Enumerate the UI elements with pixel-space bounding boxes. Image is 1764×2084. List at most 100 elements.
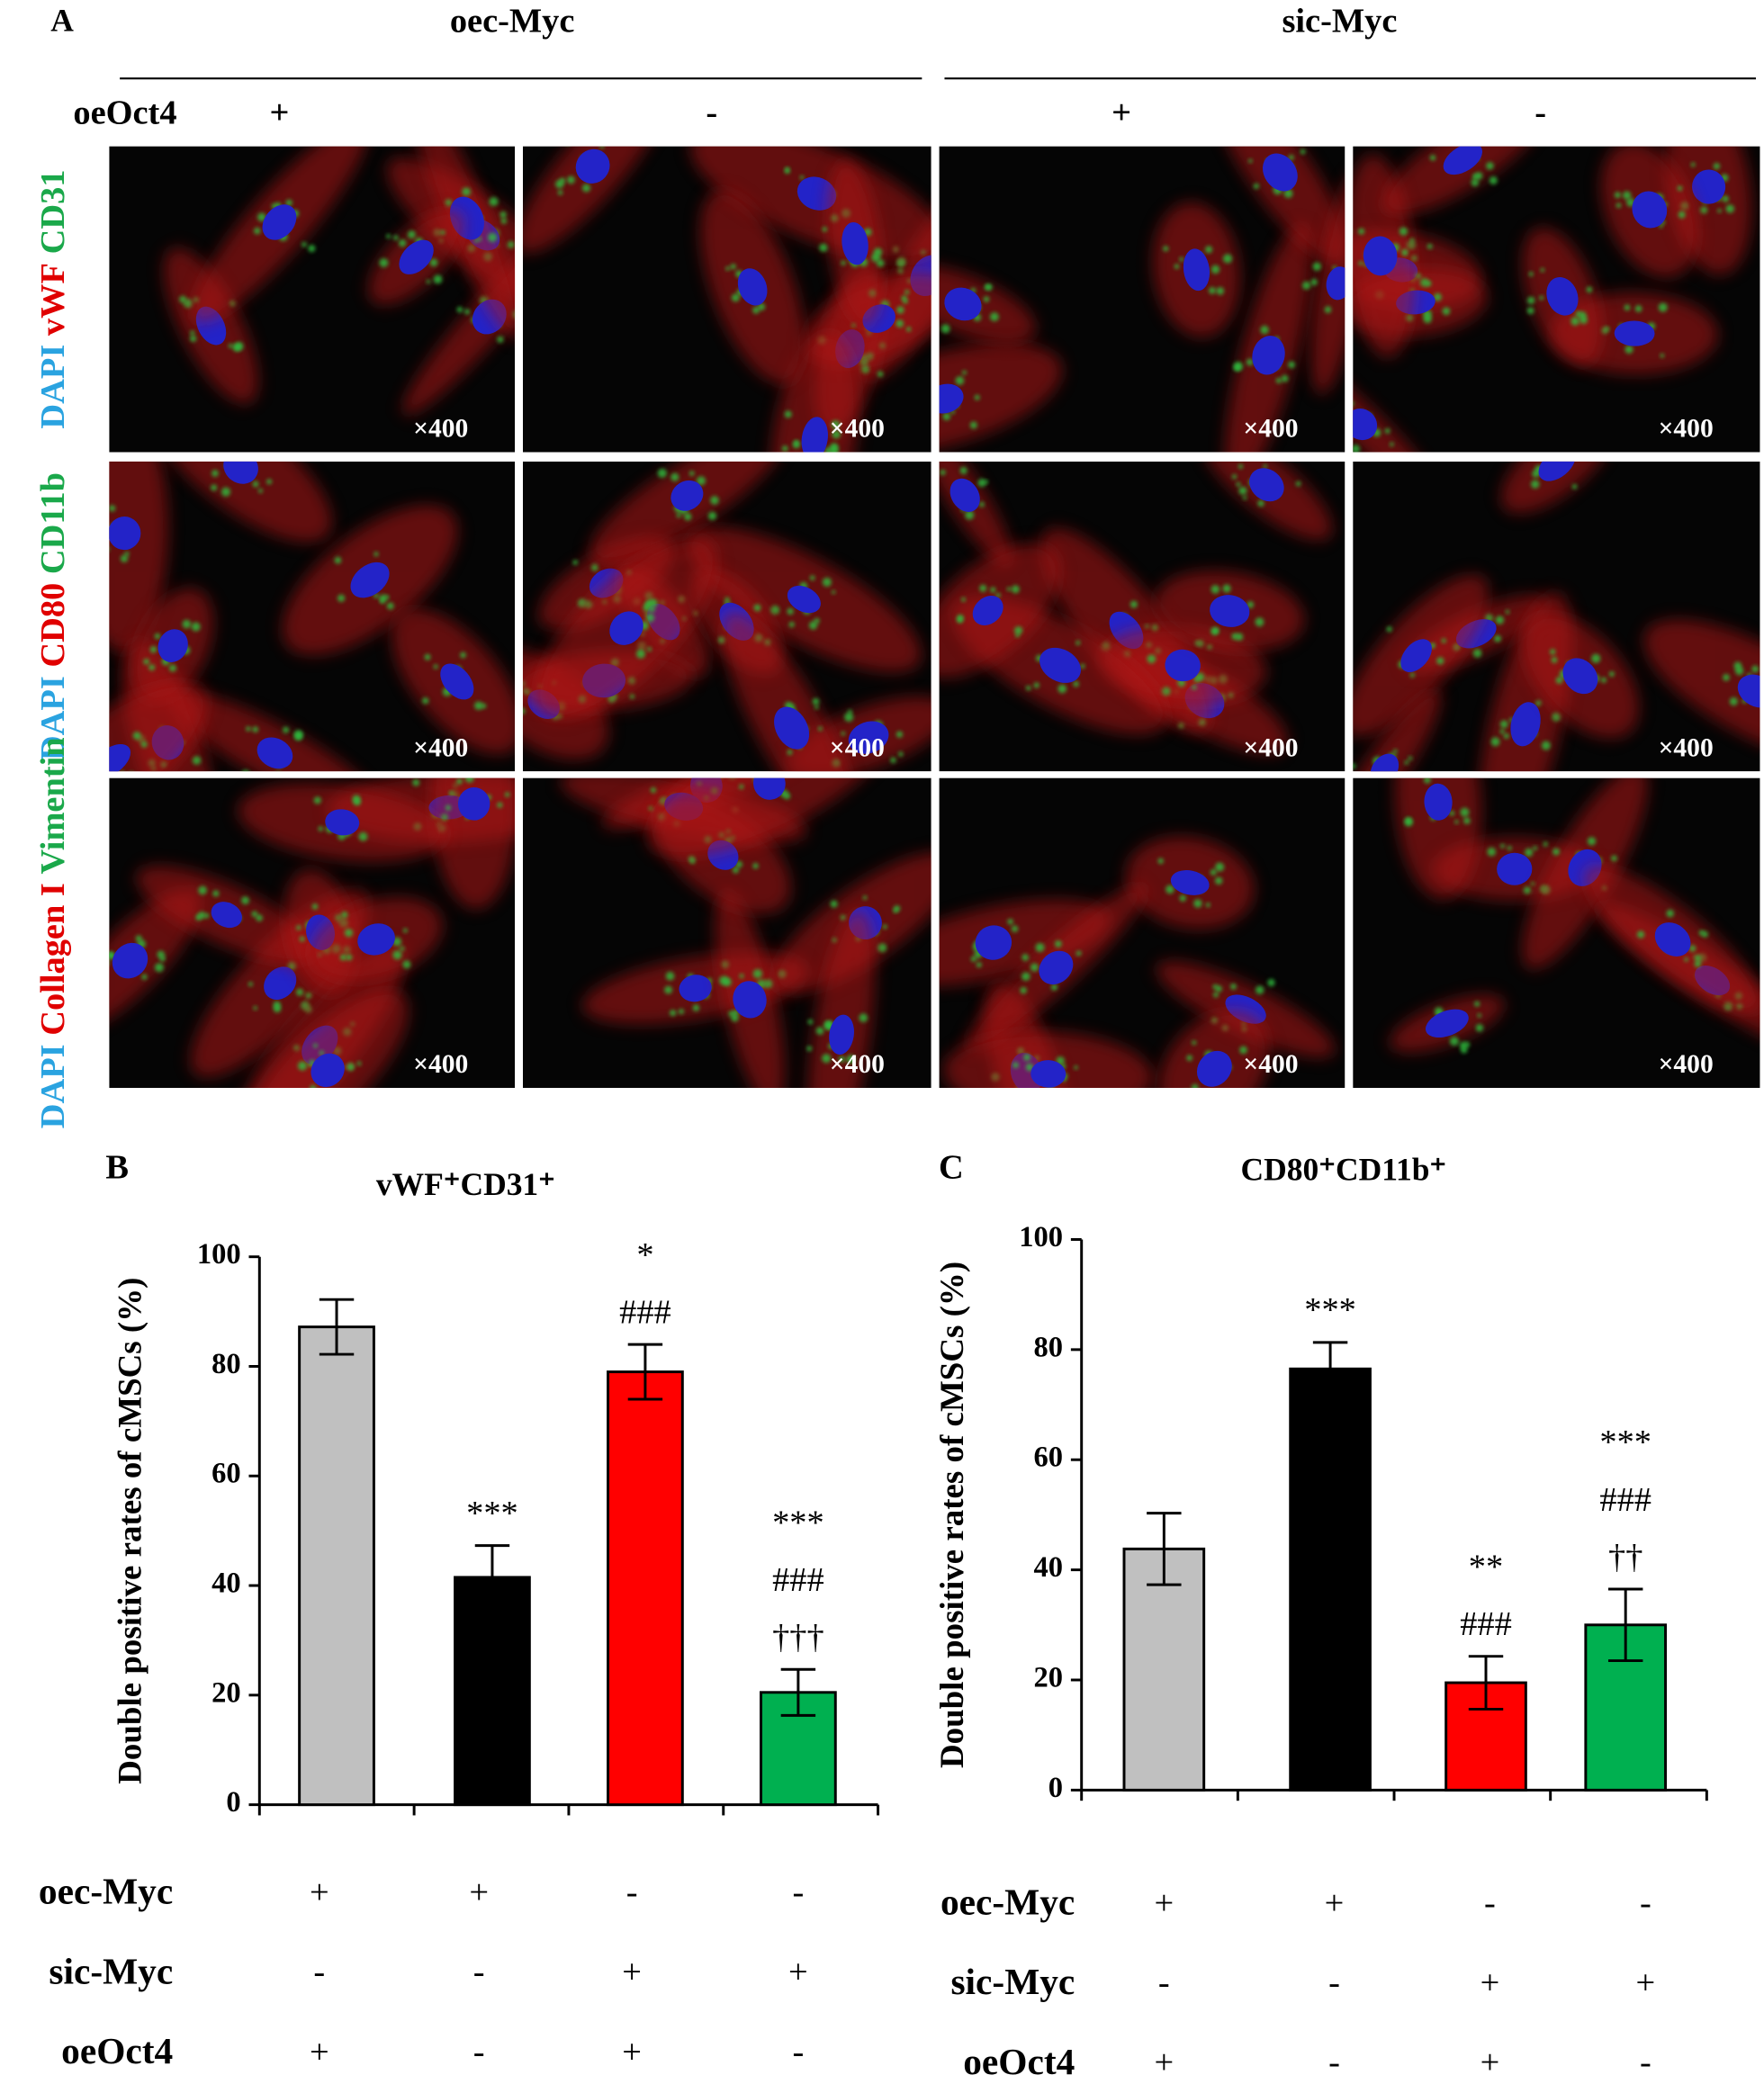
granule [1147,654,1156,664]
granule [557,190,563,195]
error-bar [319,1298,355,1356]
significance: ### [619,1293,671,1331]
nucleus [264,966,297,1001]
granule [159,956,166,962]
nucleus [733,981,767,1019]
granule [829,445,839,453]
granule [297,1061,308,1071]
granule [1192,685,1197,690]
granule [445,199,453,207]
granule [334,1091,340,1098]
nucleus [440,663,474,700]
granule [877,371,884,377]
granule [771,777,776,779]
granule [1487,847,1497,857]
granule [1555,677,1563,684]
significance: *** [1304,1291,1356,1329]
granule [1449,810,1455,816]
granule [724,597,730,603]
nucleus [1165,649,1201,682]
granule [346,954,353,961]
granule [1464,1041,1471,1047]
significance: ### [772,1561,824,1599]
granule [1222,584,1231,593]
granule [903,298,908,304]
bar [1289,1367,1372,1792]
granule [940,469,946,476]
granule [426,279,431,284]
granule [896,319,904,328]
granule [763,979,773,989]
granule [1526,307,1534,315]
granule [752,306,760,314]
granule [473,701,483,711]
granule [191,622,201,632]
granule [1184,1090,1189,1094]
granule [1025,1063,1034,1072]
nucleus [1210,595,1250,627]
granule [1210,585,1220,594]
granule [650,786,657,794]
granule [211,484,218,491]
nucleus [211,902,242,929]
granule [955,376,965,385]
granule [905,327,912,332]
granule [1425,280,1432,287]
granule [649,598,658,607]
nucleus [950,478,980,512]
granule [822,577,832,587]
granule [473,238,479,243]
granule [1022,954,1030,961]
granule [1533,846,1538,851]
granule [256,914,263,921]
condition-sign: + [310,1873,329,1911]
granule [1191,1083,1199,1088]
granule [788,621,795,628]
granule [1608,670,1615,678]
granule [1454,820,1459,824]
significance: *** [1599,1424,1652,1461]
granule [832,430,841,439]
granule [500,211,507,219]
granule [1471,178,1480,187]
granule [990,587,996,593]
granule [644,601,650,607]
micrograph [1353,146,1760,453]
granule [1163,246,1169,252]
granule [95,975,104,983]
nucleus [575,148,610,184]
nucleus [1363,236,1398,276]
granule [1020,986,1027,994]
granule [143,658,150,665]
granule [808,621,818,630]
granule [739,974,744,979]
granule [386,602,394,610]
nucleus [1692,169,1726,204]
group-label: sic-Myc [1282,2,1397,40]
granule [1423,777,1431,784]
granule [1477,1013,1481,1018]
granule [844,712,854,723]
granule [878,943,887,953]
nucleus [1425,1009,1469,1038]
granule [1399,227,1408,236]
granule [141,974,148,980]
granule [649,606,655,613]
granule [212,470,219,477]
stain-name: vWF [34,263,72,336]
granule [1214,876,1223,885]
granule [1353,401,1354,406]
micrograph [1353,461,1760,772]
granule [1659,224,1663,229]
granule [1540,267,1545,273]
significance: * [636,1236,653,1274]
granule [1007,919,1013,925]
condition-sign: - [473,1954,485,1991]
granule [299,936,305,942]
nucleus [1614,320,1655,346]
bar [607,1370,684,1807]
granule [1015,633,1020,638]
nucleus [1030,1060,1066,1088]
granule [692,1004,700,1011]
granule [1570,317,1580,326]
